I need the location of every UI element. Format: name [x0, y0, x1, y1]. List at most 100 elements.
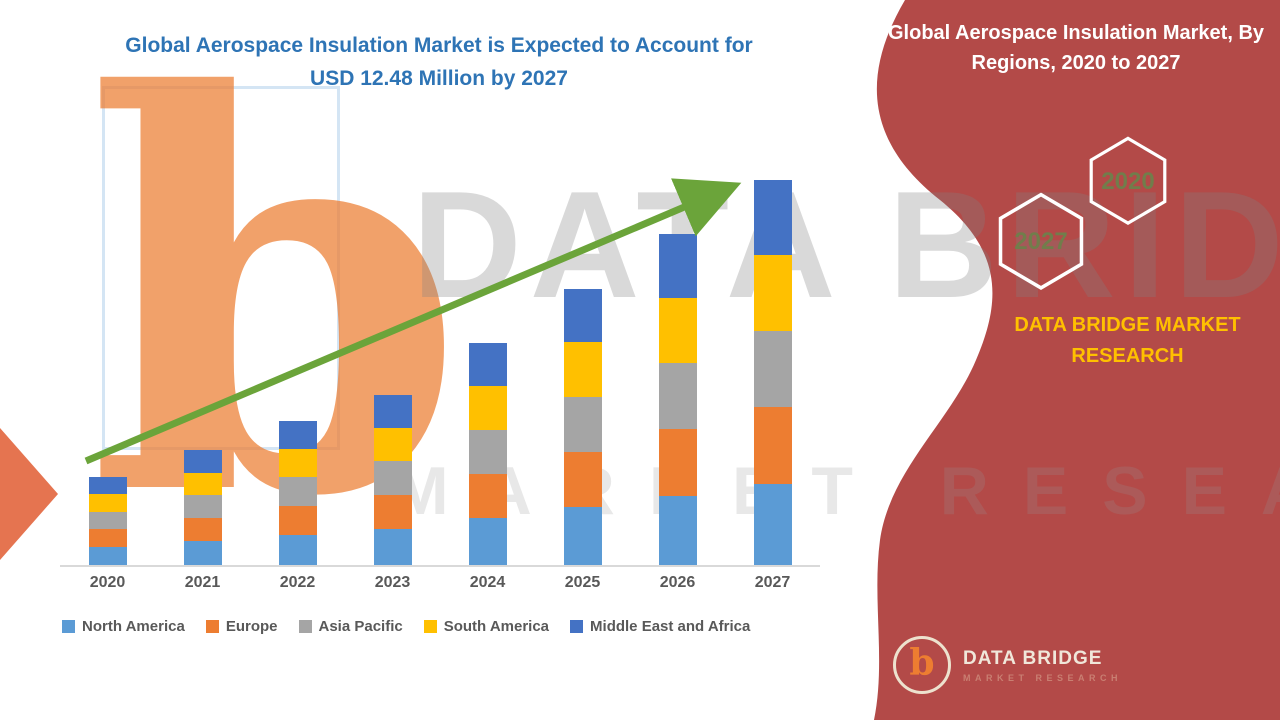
- bar-segment-asia-pacific: [88, 511, 127, 529]
- hexagon-icon: [998, 192, 1084, 290]
- bar-segment-south-america: [468, 386, 507, 430]
- bar-column-2023: [345, 180, 440, 565]
- bar-segment-europe: [88, 528, 127, 547]
- x-axis-label: 2026: [659, 574, 696, 591]
- bar-segment-south-america: [373, 427, 412, 462]
- bar-column-2020: [60, 180, 155, 565]
- legend-item-south-america: South America: [423, 618, 550, 635]
- bar-segment-north-america: [753, 484, 792, 565]
- x-axis-label: 2021: [184, 574, 221, 591]
- bar-column-2025: [535, 180, 630, 565]
- logo-text-block: DATA BRIDGE MARKET RESEARCH: [963, 648, 1122, 683]
- logo-subtitle: MARKET RESEARCH: [963, 672, 1123, 683]
- bar-segment-europe: [468, 474, 507, 519]
- legend-label: South America: [443, 618, 550, 635]
- bar-column-2026: [630, 180, 725, 565]
- legend-swatch-icon: [205, 620, 219, 633]
- x-axis-label: 2022: [279, 574, 316, 591]
- legend-label: Europe: [225, 618, 278, 635]
- legend-swatch-icon: [423, 620, 437, 633]
- x-axis-label: 2024: [469, 574, 506, 591]
- bar-segment-europe: [753, 407, 792, 485]
- watermark-market-research: MARKET RESEARCH: [392, 453, 1280, 529]
- legend-label: Asia Pacific: [318, 618, 403, 635]
- bar-segment-north-america: [183, 540, 222, 565]
- legend-item-middle-east-and-africa: Middle East and Africa: [570, 618, 750, 635]
- bar-segment-middle-east-and-africa: [658, 234, 697, 298]
- x-axis-labels: 2020 2021 2022 2023 2024 2025 2026 2027: [60, 574, 820, 592]
- footer-logo: b DATA BRIDGE MARKET RESEARCH: [893, 636, 1122, 694]
- legend-swatch-icon: [62, 620, 75, 633]
- stacked-bar: [468, 343, 507, 565]
- bar-segment-europe: [658, 429, 697, 496]
- bar-segment-europe: [183, 517, 222, 541]
- watermark-square-outline: [102, 86, 340, 450]
- bar-column-2027: [725, 180, 820, 565]
- hexagon-badge-2020: 2020: [1088, 136, 1168, 228]
- stacked-bar: [88, 477, 127, 565]
- bar-segment-middle-east-and-africa: [468, 343, 507, 387]
- legend-label: Middle East and Africa: [590, 618, 751, 635]
- legend-swatch-icon: [298, 620, 312, 633]
- bar-segment-north-america: [88, 546, 127, 565]
- bar-segment-north-america: [278, 534, 317, 565]
- bar-segment-europe: [563, 451, 602, 507]
- side-panel-title: Global Aerospace Insulation Market, By R…: [887, 22, 1265, 74]
- bar-segment-asia-pacific: [658, 363, 697, 430]
- legend-item-asia-pacific: Asia Pacific: [298, 618, 403, 635]
- bar-segment-south-america: [278, 448, 317, 478]
- bar-segment-north-america: [373, 529, 412, 565]
- legend-label: North America: [82, 618, 185, 635]
- bar-column-2022: [250, 180, 345, 565]
- hexagon-year-label: 2027: [1014, 228, 1068, 255]
- brand-name-line1: DATA BRIDGE MARKET: [1014, 314, 1241, 336]
- bar-segment-middle-east-and-africa: [278, 420, 317, 449]
- legend: North America Europe Asia Pacific South Ame…: [62, 618, 842, 635]
- bar-segment-asia-pacific: [468, 429, 507, 475]
- hexagon-badge-2027: 2027: [997, 192, 1085, 292]
- bar-segment-middle-east-and-africa: [88, 477, 127, 495]
- x-axis-label: 2025: [564, 574, 601, 591]
- bar-segment-north-america: [563, 507, 602, 565]
- bar-segment-asia-pacific: [753, 330, 792, 408]
- stacked-bar: [278, 420, 317, 565]
- bar-segment-europe: [373, 495, 412, 530]
- bar-segment-asia-pacific: [563, 396, 602, 452]
- stacked-bar: [373, 394, 412, 565]
- logo-circle-icon: b: [893, 636, 951, 694]
- stacked-bar: [753, 180, 792, 565]
- watermark-data-bridge: DATA BRIDGE: [412, 160, 1280, 330]
- stacked-bar: [563, 288, 602, 565]
- legend-item-north-america: North America: [62, 618, 185, 635]
- bar-segment-south-america: [563, 342, 602, 397]
- legend-swatch-icon: [570, 620, 584, 633]
- bar-segment-south-america: [658, 297, 697, 364]
- bar-segment-europe: [278, 505, 317, 535]
- x-axis-label: 2023: [374, 574, 411, 591]
- chart-title: Global Aerospace Insulation Market is Ex…: [88, 30, 790, 95]
- bar-segment-middle-east-and-africa: [373, 394, 412, 428]
- bar-segment-south-america: [183, 472, 222, 496]
- bar-segment-asia-pacific: [373, 461, 412, 496]
- bar-segment-north-america: [658, 495, 697, 565]
- hexagon-icon: [1089, 136, 1167, 226]
- x-axis-label: 2020: [89, 574, 126, 591]
- brand-name-line2: RESEARCH: [1071, 345, 1184, 367]
- bar-segment-asia-pacific: [278, 477, 317, 506]
- logo-name: DATA BRIDGE: [963, 647, 1103, 669]
- chart-title-line2: USD 12.48 Million by 2027: [310, 66, 568, 90]
- x-axis-label: 2027: [754, 574, 791, 591]
- bar-segment-south-america: [88, 494, 127, 512]
- plot-area: [60, 180, 820, 567]
- stacked-bar: [183, 450, 222, 565]
- trend-arrow-icon: [84, 178, 742, 465]
- brand-name: DATA BRIDGE MARKET RESEARCH: [965, 310, 1280, 372]
- bar-segment-asia-pacific: [183, 495, 222, 518]
- bar-column-2021: [155, 180, 250, 565]
- bar-segment-middle-east-and-africa: [753, 180, 792, 255]
- chart-title-line1: Global Aerospace Insulation Market is Ex…: [125, 34, 753, 57]
- legend-item-europe: Europe: [205, 618, 278, 635]
- bar-segment-north-america: [468, 518, 507, 565]
